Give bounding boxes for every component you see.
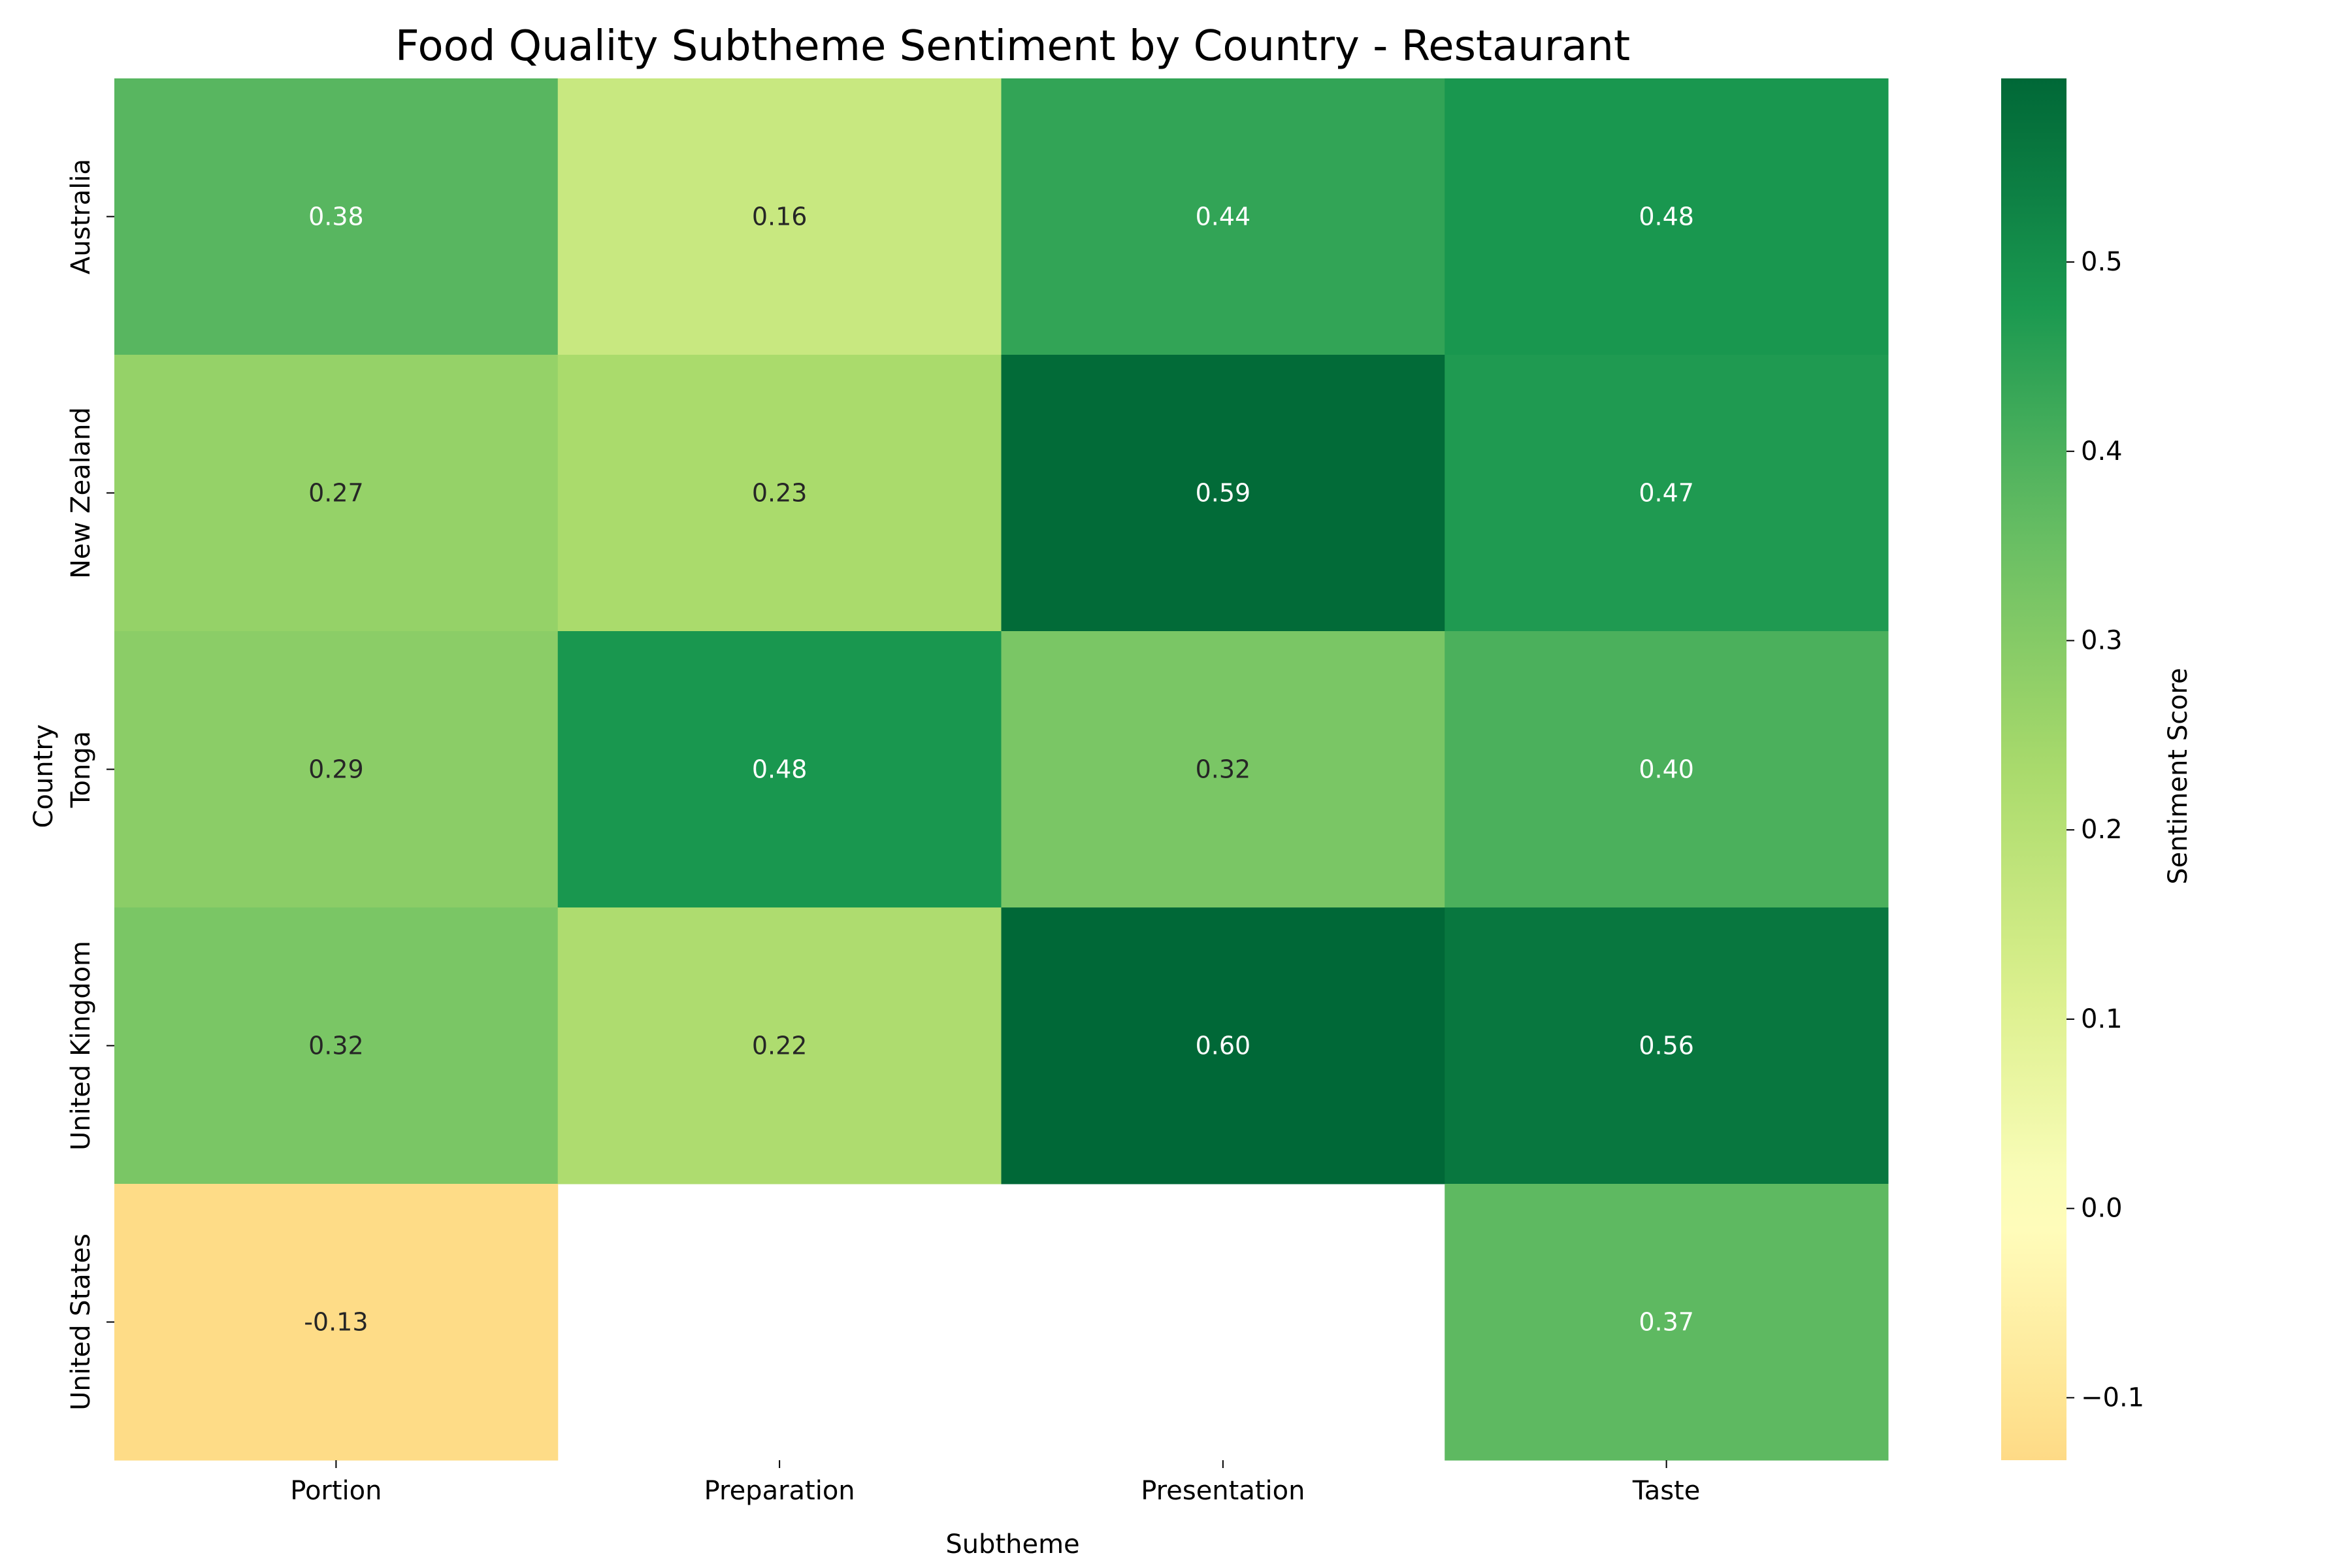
x-axis-label: Subtheme — [945, 1529, 1079, 1560]
heatmap-cell-united-kingdom-presentation — [1001, 907, 1445, 1184]
cell-value-united-kingdom-portion: 0.32 — [308, 1032, 364, 1060]
heatmap-cell-tonga-portion — [114, 631, 559, 908]
colorbar-tick-label: 0.0 — [2081, 1194, 2123, 1224]
heatmap-cell-united-states-portion — [114, 1184, 559, 1461]
y-tick-label-united-kingdom: United Kingdom — [66, 941, 96, 1151]
heatmap-cell-australia-presentation — [1001, 78, 1445, 355]
colorbar-tick-label: 0.3 — [2081, 625, 2123, 655]
cell-value-new-zealand-portion: 0.27 — [308, 479, 364, 508]
cell-value-tonga-portion: 0.29 — [308, 755, 364, 784]
cell-value-tonga-taste: 0.40 — [1639, 755, 1694, 784]
x-tick-label-taste: Taste — [1632, 1476, 1700, 1506]
y-tick-label-tonga: Tonga — [66, 731, 96, 808]
y-tick-label-australia: Australia — [66, 159, 96, 274]
colorbar-tick-label: 0.2 — [2081, 815, 2123, 845]
heatmap-cell-united-kingdom-portion — [114, 907, 559, 1184]
y-tick-label-new-zealand: New Zealand — [66, 407, 96, 579]
heatmap-cell-new-zealand-preparation — [557, 355, 1002, 632]
cell-value-united-states-taste: 0.37 — [1639, 1308, 1694, 1337]
cell-value-australia-preparation: 0.16 — [752, 203, 808, 231]
cell-value-tonga-presentation: 0.32 — [1196, 755, 1251, 784]
heatmap-cell-tonga-taste — [1445, 631, 1889, 908]
heatmap-cell-labels: 0.38 0.16 0.44 0.48 0.27 0.23 0.59 0.47 0.29 0.48… — [304, 203, 1694, 1337]
cell-value-united-kingdom-preparation: 0.22 — [752, 1032, 808, 1060]
heatmap-cell-australia-portion — [114, 78, 559, 355]
colorbar-tick-label: 0.1 — [2081, 1004, 2123, 1034]
heatmap-cell-tonga-preparation — [557, 631, 1002, 908]
colorbar-tick-label: 0.5 — [2081, 247, 2123, 277]
cell-value-australia-presentation: 0.44 — [1196, 203, 1251, 231]
colorbar-tick-label: 0.4 — [2081, 436, 2123, 466]
x-tick-label-presentation: Presentation — [1141, 1476, 1305, 1506]
colorbar — [2001, 78, 2066, 1460]
colorbar-tick-label: −0.1 — [2081, 1382, 2144, 1413]
heatmap-cell-australia-preparation — [557, 78, 1002, 355]
cell-value-tonga-preparation: 0.48 — [752, 755, 808, 784]
cell-value-united-states-portion: -0.13 — [304, 1308, 368, 1337]
heatmap-cell-new-zealand-taste — [1445, 355, 1889, 632]
x-tick-label-portion: Portion — [290, 1476, 382, 1506]
heatmap-cell-united-kingdom-preparation — [557, 907, 1002, 1184]
x-tick-label-preparation: Preparation — [704, 1476, 855, 1506]
colorbar-label: Sentiment Score — [2163, 668, 2193, 885]
heatmap-cell-new-zealand-portion — [114, 355, 559, 632]
y-axis: Australia New Zealand Tonga United Kingdom U… — [66, 159, 114, 1411]
heatmap-cell-tonga-presentation — [1001, 631, 1445, 908]
heatmap-cells — [114, 78, 1889, 1461]
cell-value-australia-taste: 0.48 — [1639, 203, 1694, 231]
heatmap-cell-australia-taste — [1445, 78, 1889, 355]
cell-value-united-kingdom-presentation: 0.60 — [1196, 1032, 1251, 1060]
cell-value-new-zealand-presentation: 0.59 — [1196, 479, 1251, 508]
cell-value-new-zealand-taste: 0.47 — [1639, 479, 1694, 508]
heatmap-cell-united-states-taste — [1445, 1184, 1889, 1461]
heatmap-cell-new-zealand-presentation — [1001, 355, 1445, 632]
y-axis-label: Country — [29, 725, 59, 828]
x-axis: Portion Preparation Presentation Taste — [290, 1460, 1700, 1506]
heatmap-cell-united-kingdom-taste — [1445, 907, 1889, 1184]
cell-value-australia-portion: 0.38 — [308, 203, 364, 231]
chart-title: Food Quality Subtheme Sentiment by Count… — [395, 22, 1630, 71]
cell-value-united-kingdom-taste: 0.56 — [1639, 1032, 1694, 1060]
cell-value-new-zealand-preparation: 0.23 — [752, 479, 808, 508]
colorbar-axis: −0.1 0.0 0.1 0.2 0.3 0.4 0.5 — [2066, 247, 2144, 1413]
y-tick-label-united-states: United States — [66, 1233, 96, 1411]
